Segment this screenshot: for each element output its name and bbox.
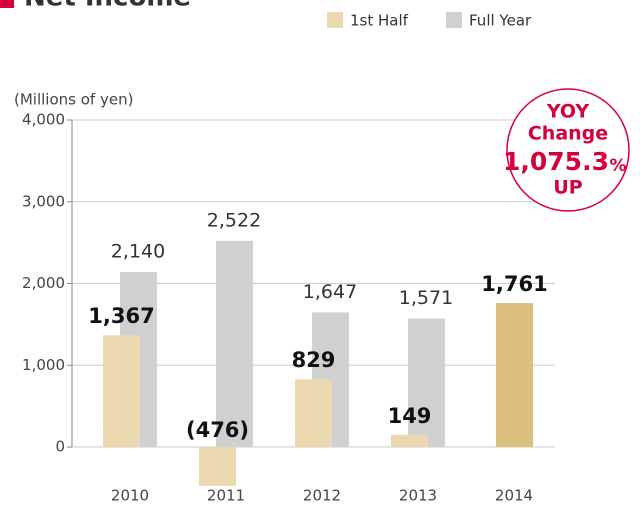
- badge-text: UP: [553, 177, 582, 199]
- badge-text: Change: [528, 123, 608, 145]
- badge-text: YOY: [546, 101, 590, 123]
- x-tick-label: 2014: [495, 487, 533, 505]
- y-tick-label: 3,000: [22, 192, 65, 210]
- y-tick-label: 2,000: [22, 274, 65, 292]
- y-tick-label: 0: [55, 438, 65, 456]
- bar: [295, 379, 332, 447]
- legend-label: Full Year: [469, 12, 532, 30]
- value-label: 2,140: [111, 241, 165, 263]
- x-tick-label: 2012: [303, 487, 341, 505]
- bar: [103, 335, 140, 447]
- value-label: 1,571: [399, 287, 453, 309]
- legend-swatch: [446, 12, 462, 28]
- title-icon: [0, 0, 14, 8]
- y-tick-label: 4,000: [22, 111, 65, 129]
- value-label: 1,647: [303, 281, 357, 303]
- x-tick-label: 2011: [207, 487, 245, 505]
- y-tick-label: 1,000: [22, 356, 65, 374]
- chart-title: Net Income: [24, 0, 191, 13]
- x-tick-label: 2010: [111, 487, 149, 505]
- value-label: 149: [388, 404, 432, 428]
- bar: [496, 303, 533, 447]
- badge-value: 1,075.3: [503, 147, 609, 176]
- value-label: 829: [292, 348, 336, 372]
- value-label: 2,522: [207, 209, 261, 231]
- bar: [391, 434, 428, 447]
- bar: [216, 240, 253, 447]
- y-axis-label: (Millions of yen): [14, 91, 133, 109]
- value-label: 1,367: [88, 304, 154, 328]
- x-tick-label: 2013: [399, 487, 437, 505]
- legend-swatch: [327, 12, 343, 28]
- bar: [199, 447, 236, 486]
- legend-label: 1st Half: [350, 12, 409, 30]
- badge: [506, 88, 630, 212]
- bar: [408, 318, 445, 447]
- badge-unit: %: [609, 156, 626, 176]
- value-label: (476): [186, 418, 249, 442]
- value-label: 1,761: [481, 272, 547, 296]
